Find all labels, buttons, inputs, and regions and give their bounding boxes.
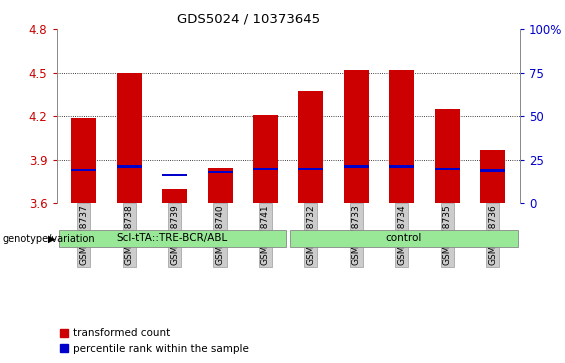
- Legend: transformed count, percentile rank within the sample: transformed count, percentile rank withi…: [56, 324, 253, 358]
- Text: ScI-tTA::TRE-BCR/ABL: ScI-tTA::TRE-BCR/ABL: [117, 233, 228, 243]
- Bar: [434, 168, 459, 171]
- Bar: [480, 169, 505, 172]
- Text: ▶: ▶: [48, 234, 55, 244]
- Bar: [253, 168, 278, 171]
- Bar: [207, 171, 233, 174]
- Bar: [434, 109, 459, 203]
- Text: control: control: [386, 233, 422, 243]
- Bar: [298, 168, 323, 171]
- Bar: [389, 165, 414, 168]
- Bar: [389, 70, 414, 203]
- Bar: [117, 165, 142, 168]
- Bar: [344, 70, 369, 203]
- Bar: [71, 118, 96, 203]
- Bar: [162, 189, 187, 203]
- FancyBboxPatch shape: [59, 230, 286, 247]
- FancyBboxPatch shape: [290, 230, 518, 247]
- Bar: [207, 168, 233, 203]
- Bar: [253, 115, 278, 203]
- Bar: [480, 150, 505, 203]
- Bar: [117, 73, 142, 203]
- Bar: [298, 91, 323, 203]
- Bar: [344, 165, 369, 168]
- Bar: [162, 174, 187, 176]
- Text: GDS5024 / 10373645: GDS5024 / 10373645: [177, 13, 320, 26]
- Bar: [71, 168, 96, 171]
- Text: genotype/variation: genotype/variation: [3, 234, 95, 244]
